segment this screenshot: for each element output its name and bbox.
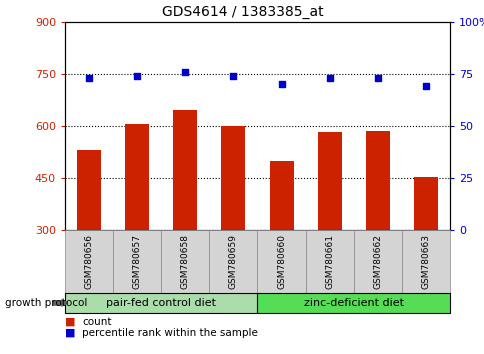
Text: GSM780658: GSM780658: [181, 234, 189, 289]
Text: GSM780656: GSM780656: [84, 234, 93, 289]
Text: ■: ■: [65, 317, 76, 327]
Text: count: count: [82, 317, 111, 327]
Text: GSM780663: GSM780663: [421, 234, 430, 289]
Text: growth protocol: growth protocol: [5, 298, 87, 308]
Point: [85, 75, 93, 81]
Point: [373, 75, 381, 81]
Text: GSM780660: GSM780660: [276, 234, 286, 289]
Text: GSM780657: GSM780657: [133, 234, 141, 289]
Text: GSM780662: GSM780662: [373, 234, 381, 289]
Point: [421, 84, 429, 89]
Bar: [77, 150, 101, 230]
Text: GDS4614 / 1383385_at: GDS4614 / 1383385_at: [161, 5, 323, 19]
Bar: [221, 126, 245, 230]
Bar: [269, 161, 293, 230]
Point: [133, 73, 141, 79]
Bar: [413, 177, 437, 230]
Text: pair-fed control diet: pair-fed control diet: [106, 298, 216, 308]
Point: [277, 81, 285, 87]
Text: GSM780659: GSM780659: [228, 234, 238, 289]
Point: [229, 73, 237, 79]
Bar: [173, 110, 197, 230]
Text: percentile rank within the sample: percentile rank within the sample: [82, 328, 257, 338]
Point: [325, 75, 333, 81]
Bar: [125, 124, 149, 230]
Bar: [365, 131, 389, 230]
Bar: [317, 132, 341, 230]
Point: [181, 69, 189, 75]
Text: zinc-deficient diet: zinc-deficient diet: [303, 298, 403, 308]
Text: ■: ■: [65, 328, 76, 338]
Text: GSM780661: GSM780661: [324, 234, 333, 289]
